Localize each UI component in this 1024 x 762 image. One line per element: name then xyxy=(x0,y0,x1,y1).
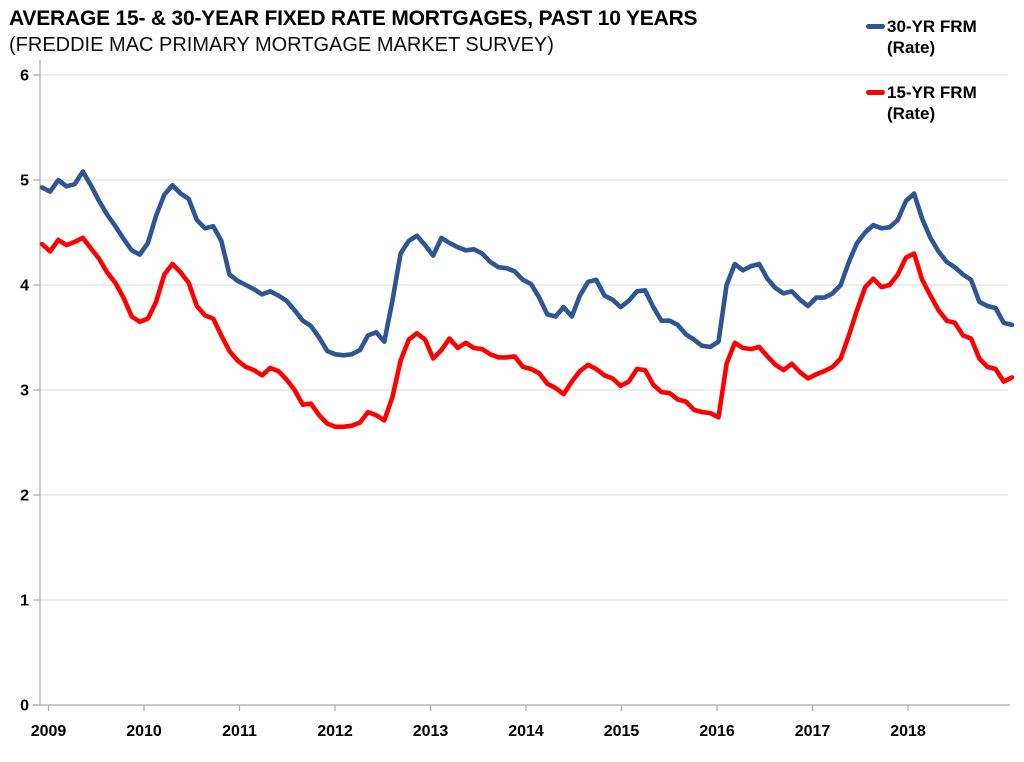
legend-sublabel-15yr: (Rate) xyxy=(887,104,936,123)
line-swatch-30yr-icon xyxy=(866,24,885,29)
y-tick-label: 3 xyxy=(20,383,29,400)
chart-title: AVERAGE 15- & 30-YEAR FIXED RATE MORTGAG… xyxy=(9,7,698,30)
legend-entry-30yr: 30-YR FRM (Rate) xyxy=(866,16,977,58)
x-tick-label: 2010 xyxy=(126,723,162,740)
x-tick-label: 2012 xyxy=(317,723,353,740)
x-tick-label: 2016 xyxy=(699,723,735,740)
legend-text-15yr: 15-YR FRM (Rate) xyxy=(887,82,977,124)
y-tick-label: 5 xyxy=(20,173,29,190)
legend-text-30yr: 30-YR FRM (Rate) xyxy=(887,16,977,58)
series-line-15yr xyxy=(39,235,1015,430)
legend-entry-15yr: 15-YR FRM (Rate) xyxy=(866,82,977,124)
y-tick-label: 6 xyxy=(20,68,29,85)
legend: 30-YR FRM (Rate) 15-YR FRM (Rate) xyxy=(866,16,977,124)
line-swatch-15yr-icon xyxy=(866,90,885,95)
y-tick-label: 0 xyxy=(20,698,29,715)
y-tick-label: 2 xyxy=(20,488,29,505)
x-tick-label: 2017 xyxy=(795,723,831,740)
legend-label-15yr: 15-YR FRM xyxy=(887,83,977,102)
x-tick-label: 2009 xyxy=(31,723,67,740)
x-tick-label: 2011 xyxy=(222,723,257,740)
legend-sublabel-30yr: (Rate) xyxy=(887,38,936,57)
x-tick-label: 2015 xyxy=(604,723,640,740)
x-tick-label: 2014 xyxy=(508,723,544,740)
x-tick-label: 2013 xyxy=(413,723,449,740)
x-tick-label: 2018 xyxy=(890,723,926,740)
series-line-30yr xyxy=(39,169,1015,358)
y-tick-label: 4 xyxy=(20,278,29,295)
legend-label-30yr: 30-YR FRM xyxy=(887,17,977,36)
chart-subtitle: (FREDDIE MAC PRIMARY MORTGAGE MARKET SUR… xyxy=(9,34,554,56)
y-tick-label: 1 xyxy=(20,593,29,610)
